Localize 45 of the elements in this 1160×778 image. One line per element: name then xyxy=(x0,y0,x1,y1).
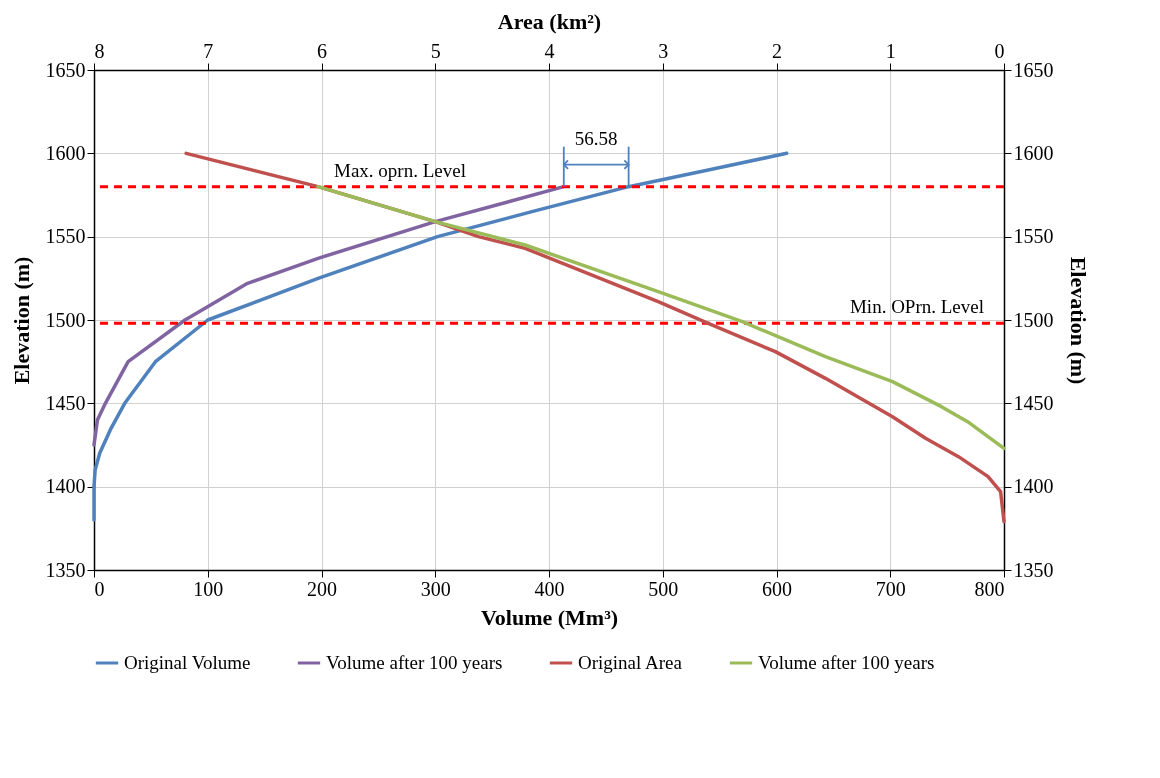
x2-tick-label: 4 xyxy=(544,39,555,62)
x2-tick-label: 1 xyxy=(885,39,896,62)
x-tick-label: 700 xyxy=(875,577,906,600)
y2-axis-title: Elevation (m) xyxy=(1065,256,1091,385)
legend-label: Volume after 100 years xyxy=(326,652,503,673)
y2-tick-label: 1650 xyxy=(1013,58,1054,81)
y-tick-label: 1500 xyxy=(45,308,86,331)
legend-label: Original Volume xyxy=(124,652,251,673)
y-axis-title: Elevation (m) xyxy=(8,256,34,385)
x2-tick-label: 2 xyxy=(772,39,782,62)
x-tick-label: 400 xyxy=(534,577,565,600)
x2-tick-label: 3 xyxy=(658,39,669,62)
line-series xyxy=(92,184,566,447)
y2-tick-label: 1600 xyxy=(1013,141,1054,164)
y2-tick-label: 1500 xyxy=(1013,308,1054,331)
y-tick-label: 1400 xyxy=(45,475,86,498)
y-tick-label: 1600 xyxy=(45,141,86,164)
y-tick-label: 1550 xyxy=(45,225,86,248)
y-tick-label: 1450 xyxy=(45,391,86,414)
y-tick-label: 1650 xyxy=(45,58,86,81)
line-series xyxy=(92,151,789,522)
y2-tick-label: 1450 xyxy=(1013,391,1054,414)
x-tick-label: 100 xyxy=(193,577,224,600)
y2-tick-label: 1350 xyxy=(1013,558,1054,581)
x2-tick-label: 6 xyxy=(317,39,327,62)
ref-line-label: Max. oprn. Level xyxy=(334,159,466,181)
legend-label: Volume after 100 years xyxy=(758,652,935,673)
y-tick-label: 1350 xyxy=(45,558,86,581)
x-tick-label: 600 xyxy=(762,577,792,600)
x-tick-label: 0 xyxy=(94,577,105,600)
x2-tick-label: 7 xyxy=(203,39,214,62)
x-axis-title: Volume (Mm³) xyxy=(480,604,619,630)
x-tick-label: 500 xyxy=(648,577,679,600)
x2-tick-label: 0 xyxy=(994,39,1005,62)
x2-axis-title: Area (km²) xyxy=(497,8,602,34)
ref-line-label: Min. OPrn. Level xyxy=(849,296,984,318)
annotation: 56.58 xyxy=(574,127,618,149)
legend-label: Original Area xyxy=(578,652,683,673)
y2-tick-label: 1550 xyxy=(1013,225,1054,248)
x-tick-label: 300 xyxy=(420,577,451,600)
x-tick-label: 800 xyxy=(974,577,1005,600)
x2-tick-label: 8 xyxy=(94,39,105,62)
y2-tick-label: 1400 xyxy=(1013,475,1054,498)
x2-tick-label: 5 xyxy=(430,39,441,62)
x-tick-label: 200 xyxy=(307,577,337,600)
